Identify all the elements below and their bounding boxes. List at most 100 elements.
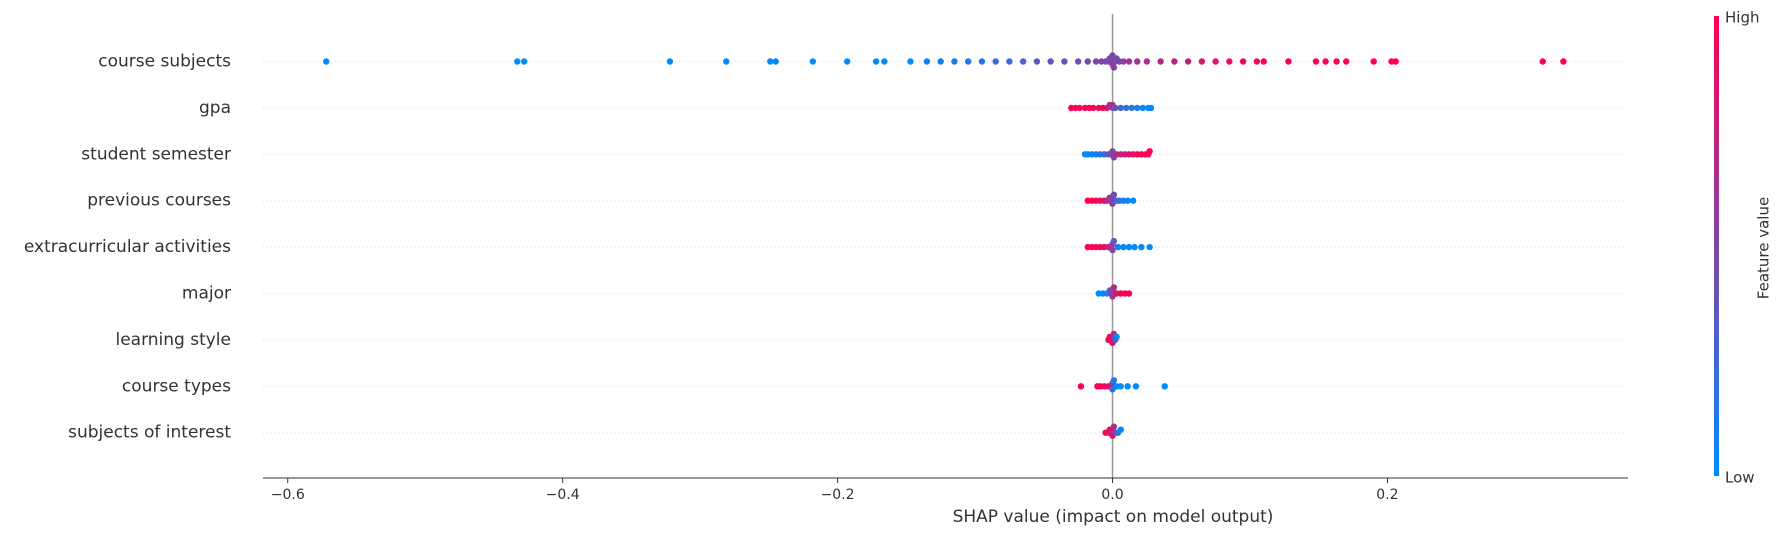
point bbox=[978, 58, 986, 65]
point bbox=[1117, 383, 1124, 390]
point bbox=[1138, 243, 1145, 251]
point bbox=[1131, 243, 1138, 251]
point bbox=[1212, 58, 1219, 65]
point bbox=[520, 58, 528, 65]
feature-label: previous courses bbox=[87, 191, 231, 211]
point bbox=[1392, 58, 1399, 65]
point bbox=[1139, 104, 1146, 112]
point bbox=[1077, 383, 1085, 390]
point bbox=[1370, 58, 1377, 65]
point bbox=[1184, 58, 1192, 65]
point bbox=[1157, 58, 1164, 65]
point bbox=[1019, 58, 1027, 65]
point bbox=[1285, 58, 1292, 65]
point bbox=[907, 58, 914, 65]
point bbox=[1134, 104, 1141, 112]
point bbox=[1006, 58, 1013, 65]
colorbar-high: High bbox=[1725, 9, 1759, 27]
point bbox=[1343, 58, 1350, 65]
point bbox=[723, 58, 730, 65]
feature-label: gpa bbox=[199, 98, 231, 118]
point bbox=[1539, 58, 1546, 65]
point bbox=[514, 58, 521, 65]
point bbox=[1117, 426, 1124, 433]
point bbox=[1061, 58, 1068, 65]
point bbox=[1146, 148, 1153, 155]
points bbox=[323, 52, 1567, 439]
point bbox=[1312, 58, 1320, 65]
point bbox=[844, 58, 851, 65]
point bbox=[1333, 58, 1340, 65]
point bbox=[1110, 377, 1118, 384]
point bbox=[1198, 58, 1206, 65]
point bbox=[1125, 243, 1133, 251]
point bbox=[1260, 58, 1267, 65]
point bbox=[1120, 58, 1127, 65]
point bbox=[1110, 423, 1118, 430]
point bbox=[1117, 104, 1124, 112]
feature-label: major bbox=[182, 284, 231, 304]
point bbox=[1110, 284, 1118, 291]
point bbox=[1171, 58, 1178, 65]
point bbox=[1132, 383, 1140, 390]
point bbox=[1161, 383, 1168, 390]
feature-label: student semester bbox=[81, 144, 231, 164]
point bbox=[1147, 104, 1155, 112]
point bbox=[1125, 290, 1133, 297]
point bbox=[1124, 197, 1131, 204]
point bbox=[1084, 58, 1091, 65]
x-tick-label: −0.6 bbox=[271, 487, 305, 503]
point bbox=[1134, 58, 1141, 65]
point bbox=[1226, 58, 1233, 65]
point bbox=[1110, 191, 1118, 198]
point bbox=[809, 58, 817, 65]
feature-label: learning style bbox=[115, 330, 231, 350]
point bbox=[1033, 58, 1041, 65]
point bbox=[1110, 64, 1118, 71]
point bbox=[1322, 58, 1329, 65]
colorbar-low: Low bbox=[1725, 469, 1755, 487]
point bbox=[1129, 197, 1137, 204]
feature-label: course subjects bbox=[98, 52, 231, 72]
point bbox=[1109, 246, 1116, 254]
point bbox=[666, 58, 674, 65]
point bbox=[872, 58, 880, 65]
point bbox=[1124, 383, 1131, 390]
point bbox=[323, 58, 330, 65]
point bbox=[767, 58, 774, 65]
point bbox=[1074, 58, 1082, 65]
point bbox=[1560, 58, 1567, 65]
point bbox=[937, 58, 944, 65]
x-tick-label: −0.4 bbox=[546, 487, 580, 503]
point bbox=[992, 58, 999, 65]
x-tick-label: 0.0 bbox=[1101, 487, 1123, 503]
point bbox=[1114, 243, 1122, 251]
point bbox=[1128, 104, 1135, 112]
point bbox=[964, 58, 972, 65]
point bbox=[1239, 58, 1247, 65]
point bbox=[1076, 104, 1083, 112]
point bbox=[1113, 333, 1120, 341]
point bbox=[881, 58, 888, 65]
x-axis-label: SHAP value (impact on model output) bbox=[953, 507, 1274, 527]
x-tick-label: −0.2 bbox=[821, 487, 855, 503]
point bbox=[1047, 58, 1054, 65]
colorbar-label: Feature value bbox=[1755, 197, 1773, 299]
point bbox=[772, 58, 779, 65]
point bbox=[1090, 104, 1097, 112]
point bbox=[951, 58, 958, 65]
feature-label: extracurricular activities bbox=[24, 237, 231, 257]
point bbox=[1110, 237, 1118, 245]
point bbox=[1125, 58, 1133, 65]
point bbox=[1123, 104, 1130, 112]
feature-label: course types bbox=[122, 376, 231, 396]
point bbox=[1146, 243, 1153, 251]
x-tick-label: 0.2 bbox=[1376, 487, 1398, 503]
point bbox=[1120, 243, 1127, 251]
feature-label: subjects of interest bbox=[68, 423, 231, 443]
point bbox=[1143, 58, 1151, 65]
point bbox=[923, 58, 931, 65]
colorbar bbox=[1714, 16, 1719, 476]
point bbox=[1253, 58, 1261, 65]
